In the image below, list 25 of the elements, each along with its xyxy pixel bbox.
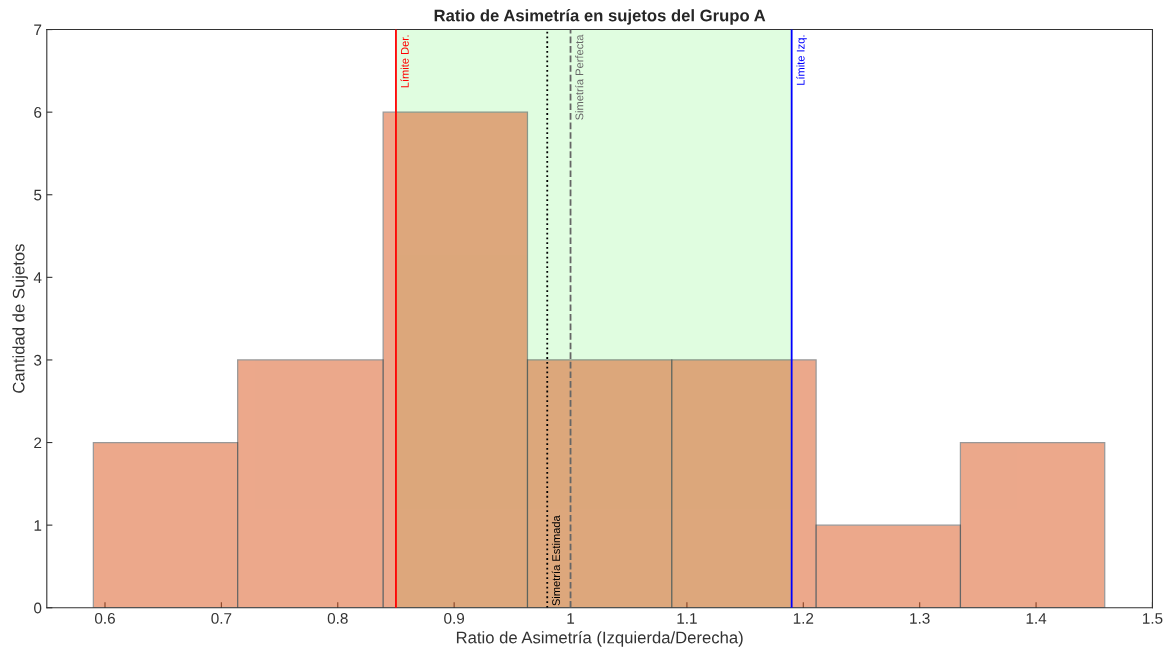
x-tick-label: 1.3 [910,612,930,624]
y-tick-label: 1 [34,520,42,531]
y-tick-label: 2 [34,437,42,449]
ref-line-label: Simetría Estimada [551,515,561,606]
ref-line-label: Límite Izq. [796,35,807,85]
y-tick-label: 7 [34,24,42,36]
x-tick-label: 0.6 [94,612,115,624]
x-tick-label: 1 [567,613,575,624]
chart-title: Ratio de Asimetría en sujetos del Grupo A [434,9,766,25]
x-tick-label: 1.2 [793,612,814,624]
y-tick-label: 0 [34,602,42,614]
ref-line-label: Simetría Perfecta [575,34,584,120]
y-tick-label: 4 [33,272,42,283]
x-tick-label: 0.9 [444,612,465,624]
y-axis-title: Cantidad de Sujetos [12,244,28,393]
x-tick-label: 0.8 [327,612,348,624]
x-axis-title: Ratio de Asimetría (Izquierda/Derecha) [456,630,743,647]
x-tick-label: 0.7 [211,612,232,624]
x-tick-label: 1.4 [1026,613,1047,624]
y-tick-label: 5 [34,189,42,201]
y-tick-label: 3 [34,354,42,366]
x-tick-label: 1.1 [677,613,697,624]
x-tick-label: 1.5 [1143,613,1163,624]
ref-line-label: Límite Der. [400,35,409,88]
y-tick-label: 6 [34,107,42,118]
